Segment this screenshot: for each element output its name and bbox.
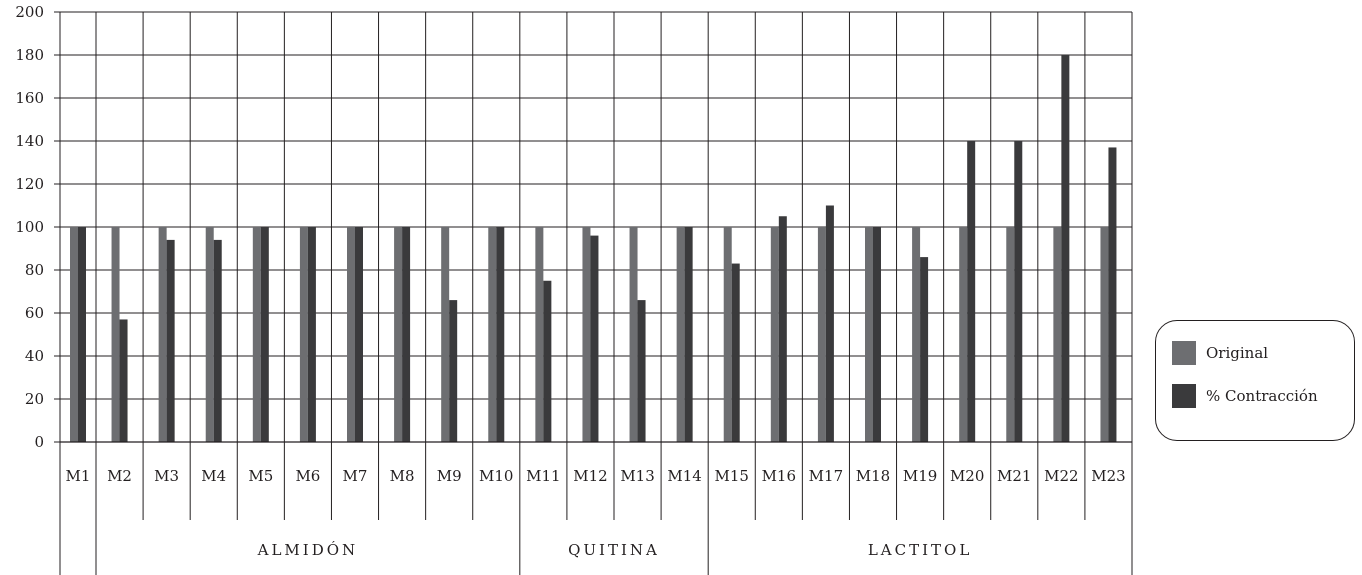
bar-contraccion-m16 [778, 216, 787, 442]
bar-contraccion-m23 [1108, 147, 1117, 442]
bar-original-m17 [817, 227, 826, 442]
x-tick-label: M9 [437, 467, 462, 485]
bar-original-m18 [865, 227, 873, 442]
x-tick-label: M3 [154, 467, 179, 485]
y-tick-label: 0 [34, 433, 44, 451]
legend-label-original: Original [1206, 344, 1269, 362]
x-tick-label: M22 [1044, 467, 1078, 485]
x-tick-label: M7 [343, 467, 368, 485]
bar-contraccion-m13 [637, 300, 646, 442]
bar-contraccion-m4 [213, 239, 222, 442]
bar-original-m11 [535, 227, 544, 442]
group-label: ALMIDÓN [257, 541, 359, 559]
bar-contraccion-m9 [449, 300, 458, 442]
bar-contraccion-m5 [260, 227, 269, 442]
legend-swatch-contraccion [1172, 384, 1196, 408]
x-tick-label: M10 [479, 467, 513, 485]
bar-contraccion-m14 [684, 227, 693, 442]
bar-contraccion-m12 [590, 235, 599, 442]
bar-original-m8 [394, 227, 403, 442]
y-tick-label: 80 [25, 261, 44, 279]
bar-original-m19 [912, 227, 921, 442]
x-tick-label: M13 [620, 467, 654, 485]
x-tick-label: M19 [903, 467, 937, 485]
x-tick-label: M17 [809, 467, 843, 485]
bar-contraccion-m7 [355, 227, 363, 442]
y-tick-label: 140 [15, 132, 44, 150]
x-tick-label: M21 [997, 467, 1031, 485]
bar-original-m22 [1053, 227, 1062, 442]
bar-original-m4 [205, 227, 214, 442]
bar-original-m6 [299, 227, 308, 442]
x-tick-label: M12 [573, 467, 607, 485]
legend: Original % Contracción [1155, 320, 1355, 441]
y-tick-label: 180 [15, 46, 44, 64]
y-tick-label: 60 [25, 304, 44, 322]
legend-item-contraccion: % Contracción [1172, 384, 1318, 408]
bar-original-m13 [629, 227, 638, 442]
x-tick-label: M16 [762, 467, 796, 485]
bar-original-m2 [111, 227, 120, 442]
bar-contraccion-m21 [1014, 141, 1023, 442]
bar-contraccion-m22 [1061, 55, 1070, 442]
bar-contraccion-m1 [78, 227, 86, 442]
x-tick-label: M6 [295, 467, 320, 485]
y-tick-label: 40 [25, 347, 44, 365]
bar-contraccion-m15 [731, 263, 740, 442]
bar-contraccion-m11 [543, 280, 552, 442]
legend-swatch-original [1172, 341, 1196, 365]
bar-contraccion-m18 [873, 227, 881, 442]
bar-original-m20 [959, 227, 968, 442]
bar-contraccion-m17 [825, 205, 834, 442]
bars [70, 55, 1117, 442]
y-tick-label: 120 [15, 175, 44, 193]
bar-contraccion-m19 [920, 257, 929, 442]
bar-contraccion-m3 [166, 239, 175, 442]
x-tick-label: M5 [248, 467, 273, 485]
y-tick-label: 160 [15, 89, 44, 107]
bar-contraccion-m6 [307, 227, 316, 442]
bar-original-m5 [252, 227, 261, 442]
axes: 0 20 40 60 80 100 120 140 160 180 200 M1 M2 M3 M4 M5 M6 M… [15, 3, 1132, 559]
bar-contraccion-m2 [119, 319, 128, 442]
bar-original-m9 [441, 227, 450, 442]
y-tick-label: 200 [15, 3, 44, 21]
bar-original-m3 [158, 227, 167, 442]
x-tick-label: M4 [201, 467, 226, 485]
group-label: QUITINA [568, 541, 660, 559]
bar-original-m12 [582, 227, 591, 442]
legend-label-contraccion: % Contracción [1206, 387, 1318, 405]
bar-original-m15 [723, 227, 732, 442]
y-tick-label: 100 [15, 218, 44, 236]
bar-contraccion-m10 [496, 227, 505, 442]
x-tick-label: M15 [715, 467, 749, 485]
x-tick-label: M20 [950, 467, 984, 485]
legend-item-original: Original [1172, 341, 1268, 365]
bar-original-m16 [770, 227, 779, 442]
bar-original-m23 [1100, 227, 1109, 442]
bar-original-m10 [488, 227, 497, 442]
bar-original-m7 [347, 227, 355, 442]
x-tick-label: M14 [667, 467, 701, 485]
bar-original-m21 [1006, 227, 1015, 442]
x-tick-label: M11 [526, 467, 560, 485]
bar-original-m14 [676, 227, 685, 442]
bar-contraccion-m20 [967, 141, 976, 442]
x-tick-label: M18 [856, 467, 890, 485]
y-tick-label: 20 [25, 390, 44, 408]
x-tick-label: M8 [390, 467, 415, 485]
x-tick-label: M2 [107, 467, 132, 485]
bar-contraccion-m8 [402, 227, 411, 442]
grid [59, 11, 1133, 575]
group-label: LACTITOL [868, 541, 972, 559]
bar-original-m1 [70, 227, 78, 442]
x-tick-label: M23 [1091, 467, 1125, 485]
x-tick-label: M1 [66, 467, 91, 485]
